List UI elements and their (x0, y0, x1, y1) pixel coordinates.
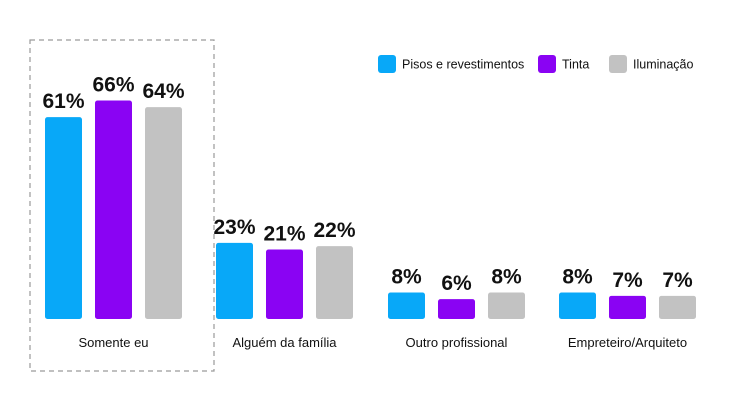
legend-swatch-iluminacao (609, 55, 627, 73)
data-label-iluminacao-empreteiro-arquiteto: 7% (662, 269, 693, 292)
legend-label-iluminacao: Iluminação (633, 58, 693, 72)
data-label-pisos-e-revestimentos-somente-eu: 61% (42, 90, 84, 113)
data-label-tinta-outro-profissional: 6% (441, 272, 472, 295)
legend-label-tinta: Tinta (562, 58, 589, 72)
category-label-alguem-da-familia: Alguém da família (232, 335, 337, 350)
data-label-pisos-e-revestimentos-alguem-da-familia: 23% (213, 216, 255, 239)
bars-group (45, 100, 696, 319)
bar-pisos-e-revestimentos-outro-profissional (388, 292, 425, 319)
bar-pisos-e-revestimentos-somente-eu (45, 117, 82, 319)
legend-swatch-pisos-e-revestimentos (378, 55, 396, 73)
legend-label-pisos-e-revestimentos: Pisos e revestimentos (402, 58, 524, 72)
category-label-empreteiro-arquiteto: Empreteiro/Arquiteto (568, 335, 687, 350)
data-label-iluminacao-somente-eu: 64% (142, 80, 184, 103)
bar-iluminacao-somente-eu (145, 107, 182, 319)
data-label-pisos-e-revestimentos-empreteiro-arquiteto: 8% (562, 266, 593, 289)
bar-iluminacao-outro-profissional (488, 292, 525, 319)
data-label-iluminacao-outro-profissional: 8% (491, 266, 522, 289)
bar-tinta-somente-eu (95, 100, 132, 319)
data-label-tinta-alguem-da-familia: 21% (263, 222, 305, 245)
legend: Pisos e revestimentos Tinta Iluminação (378, 55, 693, 73)
value-labels-group: 61% 66% 64% 23% 21% 22% 8% 6% 8% 8% 7% 7% (42, 74, 693, 296)
data-label-tinta-somente-eu: 66% (92, 74, 134, 97)
bar-pisos-e-revestimentos-alguem-da-familia (216, 242, 253, 319)
bar-tinta-empreteiro-arquiteto (609, 295, 646, 319)
data-label-tinta-empreteiro-arquiteto: 7% (612, 269, 643, 292)
category-label-somente-eu: Somente eu (78, 335, 148, 350)
bar-tinta-outro-profissional (438, 299, 475, 319)
data-label-pisos-e-revestimentos-outro-profissional: 8% (391, 266, 422, 289)
category-labels-group: Somente eu Alguém da família Outro profiss… (78, 335, 687, 350)
category-label-outro-profissional: Outro profissional (406, 335, 508, 350)
data-label-iluminacao-alguem-da-familia: 22% (313, 219, 355, 242)
bar-iluminacao-empreteiro-arquiteto (659, 295, 696, 319)
highlight-box (29, 39, 215, 372)
bar-iluminacao-alguem-da-familia (316, 246, 353, 319)
legend-swatch-tinta (538, 55, 556, 73)
bar-pisos-e-revestimentos-empreteiro-arquiteto (559, 292, 596, 319)
bar-tinta-alguem-da-familia (266, 249, 303, 319)
